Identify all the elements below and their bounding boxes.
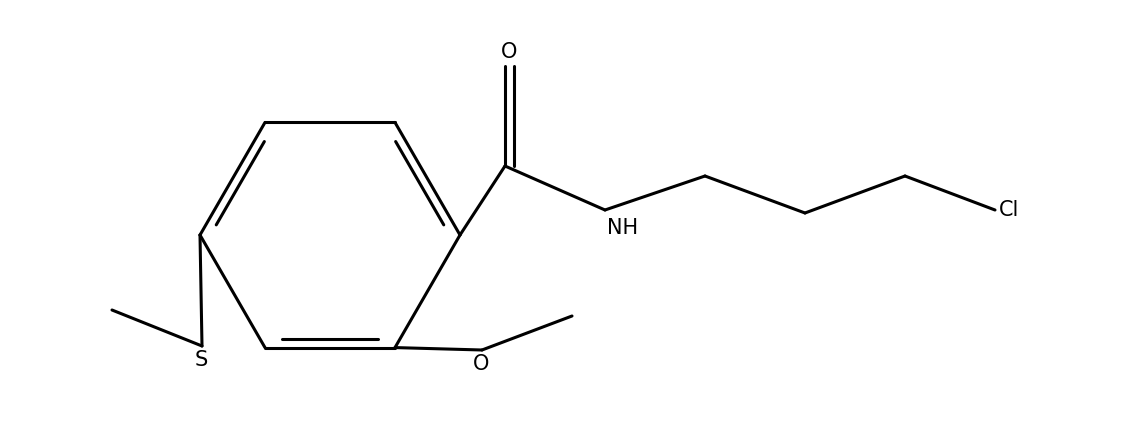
Text: S: S [194,350,208,370]
Text: O: O [473,354,489,374]
Text: Cl: Cl [999,200,1019,220]
Text: O: O [501,42,517,62]
Text: NH: NH [607,218,638,238]
